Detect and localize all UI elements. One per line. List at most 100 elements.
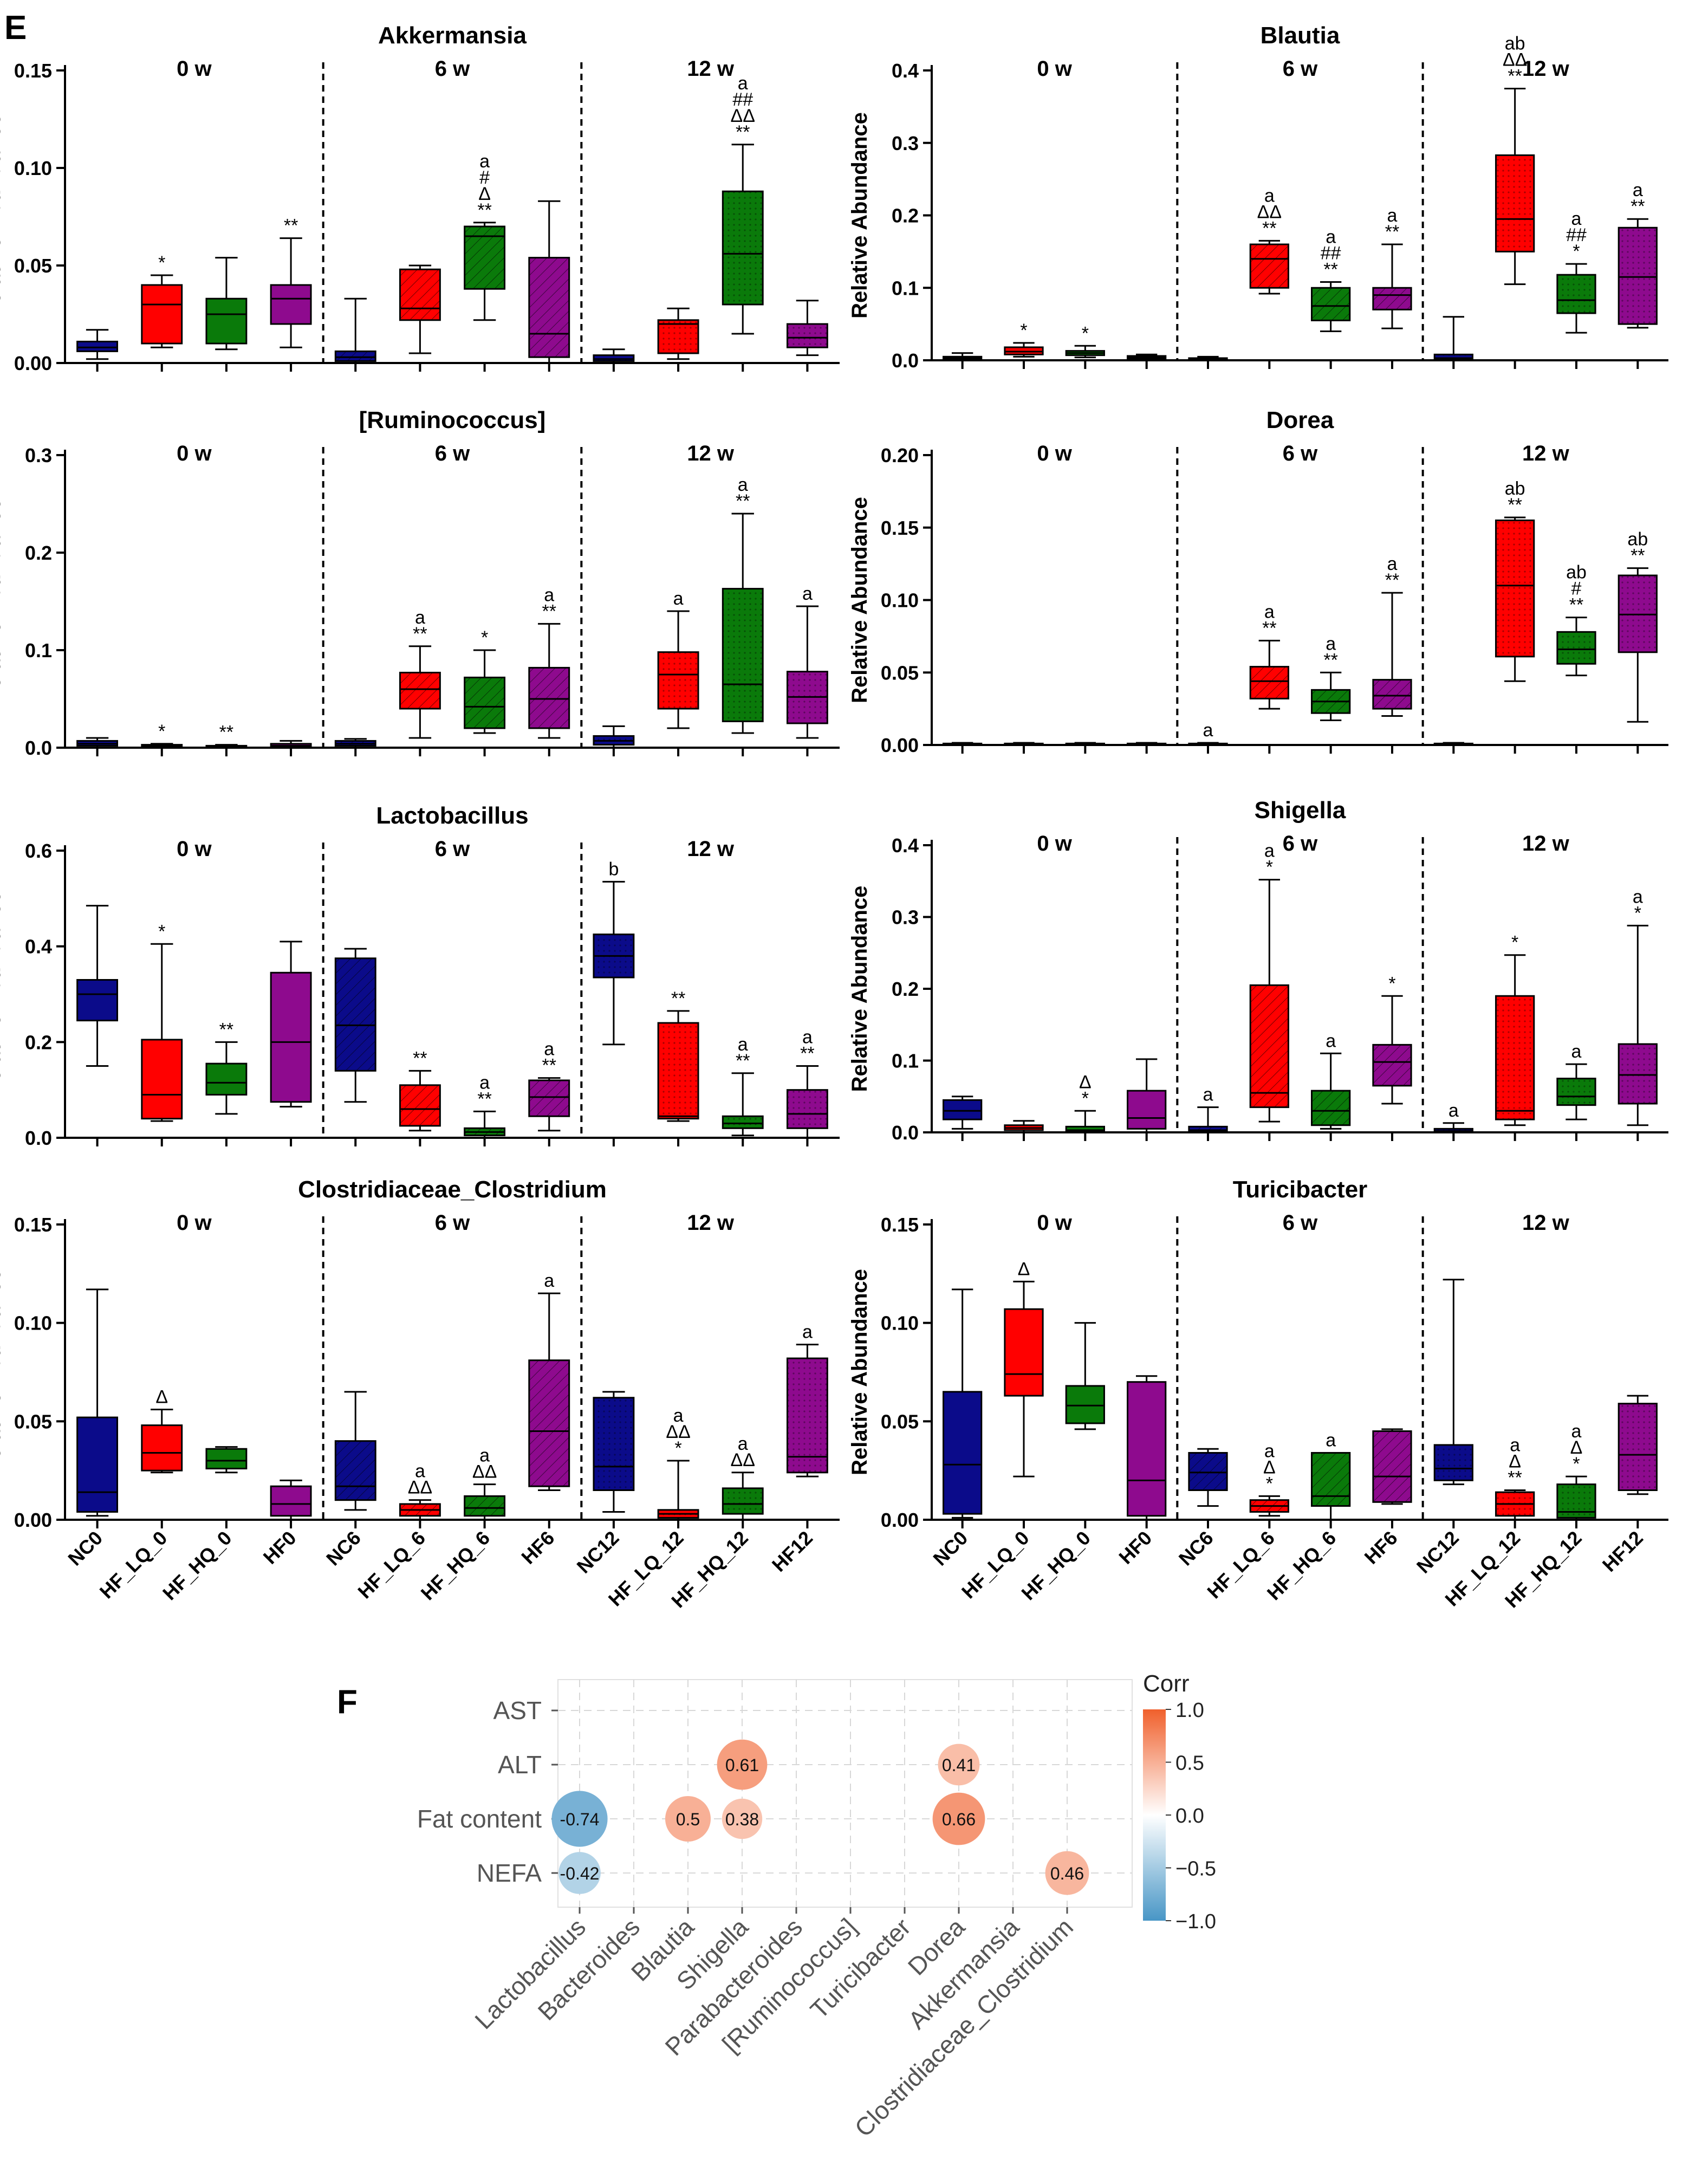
box-HF_LQ_0: * <box>1004 320 1044 358</box>
significance-label: # <box>1571 579 1582 599</box>
timepoint-label: 12 w <box>1522 832 1570 856</box>
box-HF_HQ_6: a <box>1311 1031 1351 1130</box>
box-HF_HQ_6: a##** <box>1311 227 1351 332</box>
significance-label: * <box>481 627 488 648</box>
significance-label: ** <box>736 1051 750 1071</box>
box-HF_HQ_12: aΔ* <box>1556 1421 1596 1521</box>
box-HF_LQ_12: ** <box>657 988 699 1122</box>
timepoint-label: 6 w <box>435 837 470 861</box>
significance-label: ab <box>1505 33 1525 54</box>
box-HF6: * <box>1372 973 1412 1105</box>
significance-label: * <box>158 252 165 273</box>
row-label: Fat content <box>417 1805 542 1833</box>
box-NC6 <box>334 297 376 364</box>
corr-circle <box>722 1798 763 1839</box>
corr-plot-area <box>557 1679 1133 1908</box>
box-HF0 <box>1127 1375 1167 1521</box>
significance-label: ΔΔ <box>731 1450 755 1470</box>
box-HF_HQ_0 <box>205 1446 248 1474</box>
significance-label: a <box>802 1027 813 1048</box>
corr-circle <box>558 1852 601 1894</box>
significance-label: Δ <box>1570 1437 1583 1458</box>
significance-label: a <box>1264 601 1275 622</box>
box-HF_HQ_6: * <box>464 627 506 734</box>
y-tick-label: 0.10 <box>881 589 919 612</box>
significance-label: ΔΔ <box>408 1477 432 1498</box>
significance-label: * <box>1511 932 1518 953</box>
group-label: HF0 <box>1114 1527 1156 1569</box>
box-body <box>141 284 183 345</box>
legend-tick-label: 0.5 <box>1175 1752 1204 1775</box>
timepoint-label: 6 w <box>1283 442 1318 465</box>
box-HF0 <box>270 1479 312 1521</box>
y-tick-label: 0.0 <box>892 349 919 372</box>
significance-label: a <box>1633 886 1643 907</box>
box-hatch <box>1373 1431 1412 1502</box>
significance-label: a <box>1633 180 1643 200</box>
box-dots <box>1434 1444 1473 1481</box>
box-dots <box>1619 1044 1657 1104</box>
timepoint-label: 0 w <box>177 1211 212 1235</box>
corr-circle <box>665 1796 711 1842</box>
box-plot-2: [Ruminococcus] 0.0 0.1 0.2 0.3 Relative Abund… <box>0 407 840 759</box>
significance-label: ab <box>1566 562 1587 583</box>
box-hatch <box>529 257 569 358</box>
box-dots <box>1496 996 1534 1120</box>
box-HF_HQ_6: a** <box>464 1072 506 1139</box>
box-HF0 <box>1127 1058 1167 1133</box>
significance-label: ** <box>477 1088 491 1109</box>
box-NC6 <box>334 738 376 749</box>
panel-title: Lactobacillus <box>376 802 528 829</box>
box-body <box>1127 1381 1167 1517</box>
significance-label: a <box>544 585 554 605</box>
significance-label: a <box>479 151 490 172</box>
box-HF_HQ_6: a <box>1311 1430 1351 1521</box>
significance-label: a <box>1387 205 1398 226</box>
panel-title: Blautia <box>1261 22 1340 49</box>
corr-value: 0.41 <box>942 1755 976 1775</box>
significance-label: ** <box>477 200 491 221</box>
y-tick-label: 0.15 <box>14 60 52 82</box>
box-NC6 <box>334 1391 376 1511</box>
y-tick-label: 0.20 <box>881 444 919 466</box>
box-dots <box>1434 354 1473 360</box>
box-body <box>205 1062 248 1096</box>
box-HF_LQ_0: * <box>141 921 183 1122</box>
timepoint-label: 0 w <box>177 837 212 861</box>
group-label: NC0 <box>928 1527 972 1570</box>
box-HF0: ** <box>270 216 312 348</box>
box-body <box>270 971 312 1103</box>
significance-label: a <box>1203 1085 1213 1105</box>
box-dots <box>1496 520 1534 657</box>
timepoint-label: 6 w <box>435 1211 470 1235</box>
corr-value: -0.42 <box>560 1864 600 1883</box>
box-hatch <box>400 672 440 709</box>
timepoint-label: 0 w <box>177 57 212 81</box>
significance-label: Δ <box>478 184 491 204</box>
panel-label-f: F <box>337 1683 358 1721</box>
box-HF_HQ_12: aΔΔ <box>722 1434 764 1521</box>
group-label: HF_LQ_0 <box>95 1527 172 1603</box>
box-NC12: a <box>1433 1100 1473 1133</box>
box-body <box>1065 1125 1105 1133</box>
box-HF6: a** <box>1372 554 1412 717</box>
legend-tick-label: −1.0 <box>1175 1910 1216 1933</box>
box-HF_LQ_12: ab** <box>1495 478 1535 682</box>
y-tick-label: 0.10 <box>14 1312 52 1334</box>
box-dots <box>787 1358 828 1473</box>
box-dots <box>723 1116 763 1129</box>
box-hatch <box>529 667 569 728</box>
box-dots <box>723 191 763 304</box>
box-hatch <box>1250 985 1289 1107</box>
box-HF12: a** <box>1617 180 1658 329</box>
box-HF_LQ_6: ** <box>399 1048 441 1132</box>
corr-value: 0.38 <box>725 1810 759 1829</box>
y-axis-label: Relative Abundance <box>848 112 872 319</box>
significance-label: ΔΔ <box>666 1422 690 1442</box>
box-HF6: a <box>528 1271 570 1491</box>
box-HF_HQ_0: * <box>1065 323 1105 359</box>
box-HF_LQ_6: a** <box>1249 601 1289 710</box>
box-HF_HQ_6: a** <box>1311 633 1351 722</box>
y-tick-label: 0.4 <box>892 60 919 82</box>
legend-tick-label: −0.5 <box>1175 1858 1216 1881</box>
